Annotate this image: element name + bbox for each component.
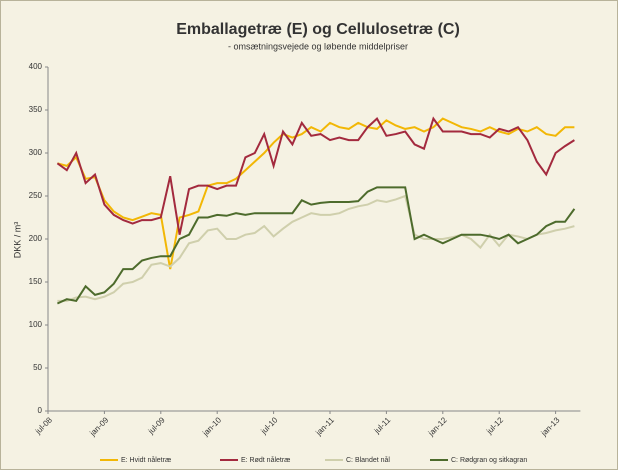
y-tick-label: 150: [29, 277, 43, 286]
y-tick-label: 0: [38, 406, 43, 415]
legend-label: E: Hvidt nåletræ: [121, 456, 171, 464]
y-axis-label: DKK / m³: [12, 222, 22, 259]
series-line: [56, 186, 576, 305]
y-tick-label: 200: [29, 234, 43, 243]
y-tick-label: 50: [33, 363, 42, 372]
y-tick-label: 250: [29, 191, 43, 200]
y-tick-label: 350: [29, 105, 43, 114]
legend-label: E: Rødt nåletræ: [241, 456, 290, 464]
chart-subtitle: - omsætningsvejede og løbende middelpris…: [228, 41, 408, 51]
series-line: [56, 116, 575, 235]
y-tick-label: 300: [29, 148, 43, 157]
chart-title: Emballagetræ (E) og Cellulosetræ (C): [176, 21, 460, 38]
legend-label: C: Rødgran og sitkagran: [451, 457, 527, 464]
legend-label: C: Blandet nål: [346, 456, 390, 464]
y-tick-label: 100: [29, 320, 43, 329]
y-tick-label: 400: [29, 62, 43, 71]
series-line: [57, 117, 575, 270]
